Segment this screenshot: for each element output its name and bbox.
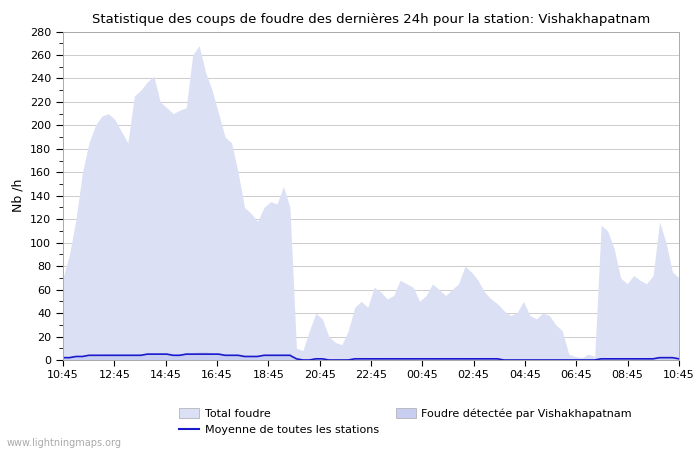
Text: www.lightningmaps.org: www.lightningmaps.org (7, 438, 122, 448)
Y-axis label: Nb /h: Nb /h (11, 179, 25, 212)
Legend: Total foudre, Moyenne de toutes les stations, Foudre détectée par Vishakhapatnam: Total foudre, Moyenne de toutes les stat… (179, 408, 632, 435)
Title: Statistique des coups de foudre des dernières 24h pour la station: Vishakhapatna: Statistique des coups de foudre des dern… (92, 13, 650, 26)
